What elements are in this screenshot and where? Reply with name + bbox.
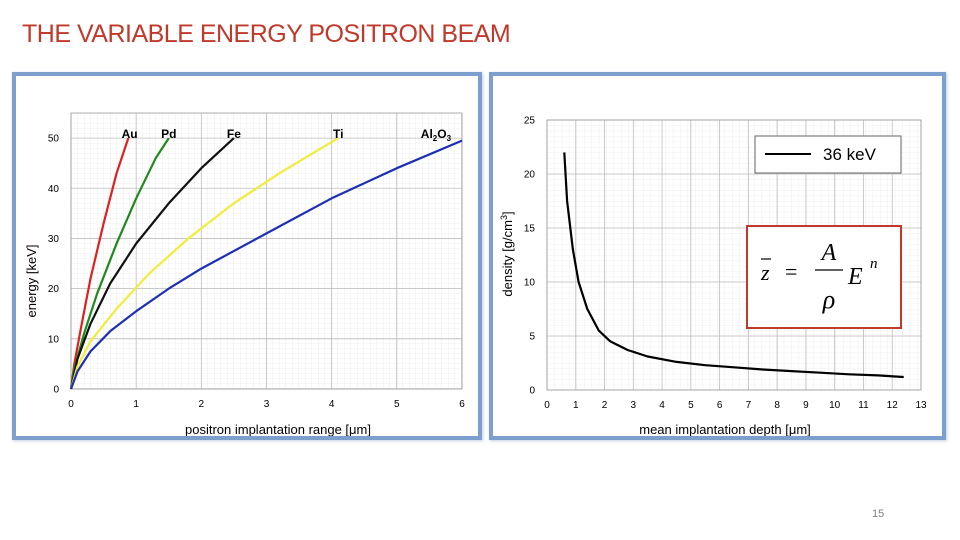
- formula-lhs: z: [760, 260, 770, 285]
- x-tick-label: 5: [688, 400, 694, 411]
- y-tick-label: 20: [48, 284, 60, 295]
- energy-range-chart: Au Pd Fe Ti Al2O3 0 1 2 3 4 5 6 0 10 20 30 40 50 positr…: [24, 112, 465, 436]
- x-tick-label: 5: [394, 399, 400, 410]
- x-tick-label: 0: [544, 400, 550, 411]
- x-axis-label: positron implantation range [μm]: [185, 422, 371, 436]
- page-number: 15: [872, 508, 885, 520]
- x-tick-label: 3: [264, 399, 270, 410]
- series-line-ti: [69, 137, 339, 390]
- x-tick-label: 4: [329, 399, 335, 410]
- x-axis-label: mean implantation depth [μm]: [639, 422, 811, 436]
- density-depth-chart-panel: 0 1 2 3 4 5 6 7 8 9 10 11 12 13 0 5 10 15 20 25 36 keV z =…: [489, 72, 946, 440]
- y-tick-label: 20: [524, 170, 536, 181]
- series-group: [69, 137, 463, 390]
- plot-frame: [546, 119, 922, 391]
- series-line-al2o3: [69, 139, 463, 390]
- x-tick-label: 0: [68, 399, 74, 410]
- series-line-au: [69, 137, 130, 390]
- y-tick-label: 10: [48, 334, 60, 345]
- series-label: Ti: [333, 127, 343, 141]
- series-label: Pd: [161, 127, 176, 141]
- x-tick-label: 7: [746, 400, 752, 411]
- x-tick-label: 1: [573, 400, 579, 411]
- x-tick-label: 6: [717, 400, 723, 411]
- x-tick-labels: 0 1 2 3 4 5 6 7 8 9 10 11 12 13: [544, 400, 927, 411]
- x-tick-label: 3: [631, 400, 637, 411]
- series-group: [563, 152, 904, 379]
- x-tick-label: 2: [602, 400, 608, 411]
- formula-denominator: ρ: [822, 285, 835, 314]
- series-line-fe: [69, 137, 235, 390]
- x-tick-label: 9: [803, 400, 809, 411]
- plot-frame: [70, 112, 463, 390]
- x-tick-label: 10: [829, 400, 841, 411]
- x-tick-label: 11: [858, 400, 869, 411]
- y-tick-labels: 0 5 10 15 20 25: [524, 116, 536, 397]
- y-tick-label: 10: [524, 278, 536, 289]
- formula-equals: =: [785, 259, 797, 284]
- x-tick-label: 12: [887, 400, 899, 411]
- x-tick-label: 2: [199, 399, 205, 410]
- x-tick-label: 6: [459, 399, 465, 410]
- series-label: Au: [122, 127, 138, 141]
- y-axis-label: density [g/cm3]: [499, 211, 515, 296]
- formula-base: E: [847, 264, 863, 290]
- legend: 36 keV: [754, 135, 902, 174]
- y-tick-label: 40: [48, 184, 60, 195]
- y-tick-label: 50: [48, 134, 60, 145]
- energy-range-chart-panel: Au Pd Fe Ti Al2O3 0 1 2 3 4 5 6 0 10 20 30 40 50 positr…: [12, 72, 482, 440]
- formula-numerator: A: [820, 240, 837, 266]
- slide-title: THE VARIABLE ENERGY POSITRON BEAM: [22, 20, 511, 48]
- formula-box: z = A ρ E n: [746, 225, 902, 329]
- series-label: Al2O3: [421, 127, 452, 143]
- x-tick-label: 4: [659, 400, 665, 411]
- major-grid: [70, 112, 463, 390]
- x-tick-label: 8: [774, 400, 780, 411]
- x-tick-label: 1: [133, 399, 139, 410]
- y-axis-label: energy [keV]: [24, 245, 39, 318]
- y-tick-label: 15: [524, 224, 536, 235]
- series-labels: Au Pd Fe Ti Al2O3: [122, 127, 452, 143]
- x-tick-label: 13: [915, 400, 927, 411]
- series-label: Fe: [227, 127, 241, 141]
- y-tick-label: 30: [48, 234, 60, 245]
- legend-label: 36 keV: [823, 145, 877, 164]
- y-tick-label: 0: [53, 385, 59, 396]
- y-tick-labels: 0 10 20 30 40 50: [48, 134, 60, 396]
- y-tick-label: 5: [529, 332, 535, 343]
- formula-border: [746, 225, 902, 329]
- series-line-36-kev: [563, 152, 904, 379]
- y-tick-label: 25: [524, 116, 536, 127]
- x-tick-labels: 0 1 2 3 4 5 6: [68, 399, 465, 410]
- y-tick-label: 0: [529, 386, 535, 397]
- formula-exponent: n: [870, 256, 878, 272]
